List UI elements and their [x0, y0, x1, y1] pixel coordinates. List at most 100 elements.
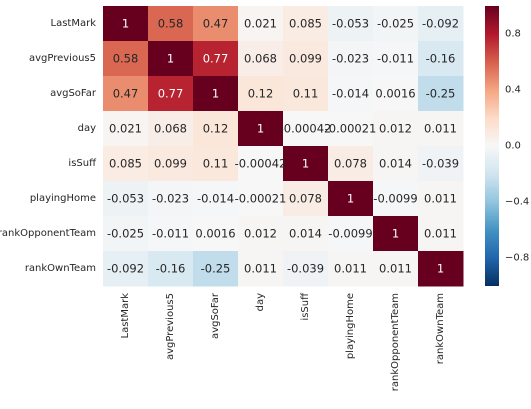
y-tick-label-7: rankOwnTeam [25, 263, 96, 274]
heatmap-cell-5-3 [238, 181, 284, 217]
cell-annotation-2-6: 0.0016 [375, 87, 415, 101]
heatmap-cell-0-1 [148, 6, 194, 42]
cell-annotation-0-7: -0.092 [422, 17, 459, 31]
y-tick-labels: LastMark avgPrevious5 avgSoFar day isSuff pla… [0, 18, 97, 274]
x-tick-labels: LastMark avgPrevious5 avgSoFar day isSuff pla… [120, 292, 446, 391]
cell-annotation-3-6: 0.012 [379, 122, 412, 136]
cell-annotation-7-1: -0.16 [156, 262, 186, 276]
y-tick-label-2: avgSoFar [50, 88, 97, 99]
heatmap-cell-7-6 [373, 251, 419, 287]
cell-annotation-5-6: -0.0099 [373, 192, 417, 206]
heatmap-cell-1-1 [148, 41, 194, 77]
cell-annotation-4-4: 1 [302, 157, 309, 171]
cell-annotations: 1 0.58 0.47 0.021 0.085 -0.053 -0.025 -0.092 0.5… [107, 17, 459, 276]
heatmap-cells [103, 6, 464, 287]
heatmap-cell-6-4 [283, 216, 329, 252]
cell-annotation-5-7: 0.011 [424, 192, 457, 206]
heatmap-cell-3-5 [328, 111, 374, 147]
cell-annotation-6-1: -0.011 [152, 227, 189, 241]
cell-annotation-1-4: 0.099 [289, 52, 322, 66]
heatmap-cell-6-1 [148, 216, 194, 252]
heatmap-cell-5-4 [283, 181, 329, 217]
cell-annotation-6-5: -0.0099 [328, 227, 372, 241]
x-tick-label-5: playingHome [345, 293, 356, 359]
heatmap-cell-1-3 [238, 41, 284, 77]
cell-annotation-4-6: 0.014 [379, 157, 412, 171]
cell-annotation-7-4: -0.039 [287, 262, 324, 276]
cell-annotation-1-5: -0.023 [332, 52, 369, 66]
y-tick-label-6: rankOpponentTeam [0, 228, 96, 239]
cell-annotation-7-3: 0.011 [244, 262, 277, 276]
heatmap-cell-1-2 [193, 41, 239, 77]
cell-annotation-4-2: 0.11 [203, 157, 229, 171]
colorbar: −0.8 −0.4 0.0 0.4 0.8 [485, 6, 529, 286]
cell-annotation-7-6: 0.011 [379, 262, 412, 276]
heatmap-cell-2-6 [373, 76, 419, 112]
cell-annotation-2-5: -0.014 [332, 87, 369, 101]
cell-annotation-5-2: -0.014 [197, 192, 234, 206]
heatmap-cell-7-1 [148, 251, 194, 287]
cell-annotation-0-2: 0.47 [203, 17, 229, 31]
cell-annotation-0-1: 0.58 [158, 17, 184, 31]
y-tick-label-4: isSuff [68, 158, 97, 169]
cell-annotation-5-0: -0.053 [107, 192, 144, 206]
cell-annotation-4-0: 0.085 [109, 157, 142, 171]
heatmap-cell-7-2 [193, 251, 239, 287]
cell-annotation-3-2: 0.12 [203, 122, 229, 136]
heatmap-cell-5-5 [328, 181, 374, 217]
heatmap-cell-7-4 [283, 251, 329, 287]
heatmap-cell-6-5 [328, 216, 374, 252]
cell-annotation-0-6: -0.025 [377, 17, 414, 31]
cell-annotation-1-7: -0.16 [426, 52, 456, 66]
heatmap-cell-5-1 [148, 181, 194, 217]
cell-annotation-0-3: 0.021 [244, 17, 277, 31]
cell-annotation-0-4: 0.085 [289, 17, 322, 31]
heatmap-cell-2-1 [148, 76, 194, 112]
heatmap-cell-5-0 [103, 181, 149, 217]
x-tick-label-6: rankOpponentTeam [390, 293, 401, 391]
heatmap-cell-0-0 [103, 6, 149, 42]
heatmap-cell-6-6 [373, 216, 419, 252]
heatmap-cell-4-4 [283, 146, 329, 182]
cell-annotation-6-7: 0.011 [424, 227, 457, 241]
cell-annotation-4-5: 0.078 [334, 157, 367, 171]
cell-annotation-6-0: -0.025 [107, 227, 144, 241]
x-tick-label-2: avgSoFar [210, 292, 221, 339]
colorbar-tick-label-0: −0.8 [505, 253, 529, 264]
heatmap-cell-0-7 [418, 6, 464, 42]
heatmap-cell-2-4 [283, 76, 329, 112]
heatmap-cell-5-7 [418, 181, 464, 217]
colorbar-tick-label-2: 0.0 [505, 141, 521, 152]
cell-annotation-2-0: 0.47 [113, 87, 139, 101]
x-tick-label-4: isSuff [300, 292, 311, 321]
cell-annotation-1-1: 1 [167, 52, 174, 66]
x-tick-label-1: avgPrevious5 [165, 293, 176, 360]
heatmap-cell-0-4 [283, 6, 329, 42]
cell-annotation-7-0: -0.092 [107, 262, 144, 276]
heatmap-cell-0-6 [373, 6, 419, 42]
heatmap-cell-1-7 [418, 41, 464, 77]
heatmap-cell-4-1 [148, 146, 194, 182]
cell-annotation-6-4: 0.014 [289, 227, 322, 241]
cell-annotation-2-7: -0.25 [426, 87, 456, 101]
heatmap-cell-3-7 [418, 111, 464, 147]
colorbar-tick-label-4: 0.8 [505, 29, 521, 40]
cell-annotation-3-3: 1 [257, 122, 264, 136]
cell-annotation-3-1: 0.068 [154, 122, 187, 136]
heatmap-cell-5-6 [373, 181, 419, 217]
heatmap-cell-3-3 [238, 111, 284, 147]
heatmap-cell-6-0 [103, 216, 149, 252]
heatmap-cell-3-2 [193, 111, 239, 147]
heatmap-cell-6-7 [418, 216, 464, 252]
heatmap-cell-4-2 [193, 146, 239, 182]
heatmap-cell-0-2 [193, 6, 239, 42]
heatmap-cell-1-6 [373, 41, 419, 77]
cell-annotation-1-2: 0.77 [203, 52, 229, 66]
cell-annotation-6-6: 1 [392, 227, 399, 241]
cell-annotation-4-1: 0.099 [154, 157, 187, 171]
cell-annotation-6-2: 0.0016 [195, 227, 235, 241]
x-tick-label-0: LastMark [120, 293, 131, 339]
heatmap-cell-3-0 [103, 111, 149, 147]
cell-annotation-7-2: -0.25 [201, 262, 231, 276]
cell-annotation-2-1: 0.77 [158, 87, 184, 101]
